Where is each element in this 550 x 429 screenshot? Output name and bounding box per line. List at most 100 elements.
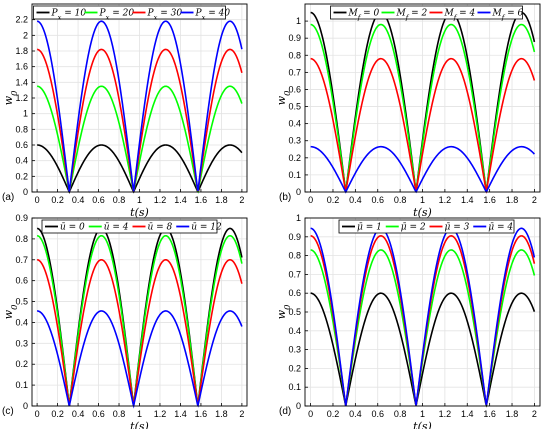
legend-box	[338, 219, 515, 234]
legend-box	[41, 219, 218, 234]
x-tick-label: 0.4	[349, 409, 362, 419]
x-tick-label: 0.2	[327, 195, 340, 205]
x-tick-label: 0.2	[51, 195, 64, 205]
x-tick-label: 2	[239, 195, 244, 205]
y-tick-label: 2	[23, 30, 28, 40]
panel-label: (c)	[2, 406, 14, 417]
x-tick-label: 0.4	[349, 195, 362, 205]
y-tick-label: 0	[296, 401, 301, 411]
y-tick-label: 0.8	[15, 234, 28, 244]
y-tick-label: 0.7	[288, 269, 301, 279]
y-tick-label: 0.7	[288, 67, 301, 77]
y-tick-label: 0.9	[288, 33, 301, 43]
y-tick-label: 1	[23, 109, 28, 119]
y-tick-label: 0.4	[288, 326, 301, 336]
x-tick-label: 1	[420, 409, 425, 419]
y-tick-label: 0.2	[15, 359, 28, 369]
axes-frame	[31, 3, 248, 193]
y-tick-label: 1.2	[15, 93, 28, 103]
legend: Px = 10 Px = 20 Px = 30 Px = 40	[33, 5, 231, 22]
panel-label: (b)	[279, 192, 291, 203]
series-line-1	[37, 144, 243, 194]
y-tick-label: 0.8	[288, 50, 301, 60]
y-tick-label: 0.4	[15, 156, 28, 166]
x-tick-label: 1.8	[215, 409, 228, 419]
legend: Mf = 0 Mf = 2 Mf = 4 Mf = 6	[330, 5, 523, 22]
y-tick-label: 0	[296, 187, 301, 197]
legend-entry: ū = 4	[104, 223, 129, 233]
legend-entry: μ̄ = 2	[401, 223, 426, 233]
y-tick-label: 0.6	[288, 84, 301, 94]
x-tick-label: 1.4	[461, 409, 474, 419]
y-tick-label: 0.4	[15, 317, 28, 327]
y-tick-label: 0.1	[15, 380, 28, 390]
y-tick-label: 1.6	[15, 62, 28, 72]
panel-label: (d)	[279, 406, 291, 417]
y-axis-label: w0	[275, 305, 292, 320]
legend-entry: μ̄ = 4	[488, 223, 513, 233]
y-tick-label: 0.1	[288, 382, 301, 392]
legend-entry: ū = 8	[148, 223, 173, 233]
y-tick-label: 0.8	[288, 251, 301, 261]
y-tick-label: 0.6	[288, 288, 301, 298]
x-tick-label: 0.6	[92, 195, 105, 205]
x-tick-label: 0.2	[51, 409, 64, 419]
panel-d: 0 0.2 0.4 0.6 0.8 1 1.2 1.4 1.6 1.8 2 0 0.1 0.2 0.3 0.4…	[275, 213, 541, 429]
legend-box	[33, 5, 226, 20]
y-tick-label: 0.9	[288, 232, 301, 242]
y-tick-label: 0.5	[15, 297, 28, 307]
x-axis-label: t(s)	[413, 206, 432, 219]
y-tick-label: 0.2	[15, 171, 28, 181]
y-tick-label: 0	[23, 401, 28, 411]
y-tick-label: 0.3	[288, 345, 301, 355]
x-tick-label: 2	[239, 409, 244, 419]
legend-entry: Px = 10	[51, 9, 87, 22]
legend-entry: ū = 12	[191, 223, 222, 233]
y-tick-label: 0.3	[15, 338, 28, 348]
y-axis-label: w0	[2, 305, 19, 320]
x-tick-label: 1.4	[174, 195, 187, 205]
x-tick-label: 2	[532, 409, 537, 419]
series-line-4	[37, 310, 243, 409]
panel-label: (a)	[2, 192, 14, 203]
panel-a: 0 0.2 0.4 0.6 0.8 1 1.2 1.4 1.6 1.8 2 0 0.2 0.4 0.6 0.8…	[2, 3, 248, 219]
y-tick-label: 0.8	[15, 124, 28, 134]
legend-entry: Px = 40	[195, 9, 231, 22]
legend: μ̄ = 1 μ̄ = 2 μ̄ = 3 μ̄ = 4	[338, 219, 515, 234]
y-tick-label: 1	[296, 213, 301, 223]
x-tick-label: 1	[137, 409, 142, 419]
y-tick-label: 0.5	[288, 102, 301, 112]
panel-c: 0 0.2 0.4 0.6 0.8 1 1.2 1.4 1.6 1.8 2 0 0.1 0.2 0.3 0.4…	[2, 213, 248, 429]
legend-entry: μ̄ = 3	[445, 223, 470, 233]
x-tick-label: 0.6	[371, 195, 384, 205]
x-tick-label: 1.4	[174, 409, 187, 419]
x-tick-label: 1.8	[215, 195, 228, 205]
series-line-3	[37, 258, 243, 406]
y-tick-label: 0.9	[15, 213, 28, 223]
panel-b: 0 0.2 0.4 0.6 0.8 1 1.2 1.4 1.6 1.8 2 0 0.1 0.2 0.3 0.4…	[275, 3, 541, 219]
x-tick-label: 2	[532, 195, 537, 205]
y-tick-label: 1.8	[15, 46, 28, 56]
legend-entry: Mf = 2	[396, 9, 428, 22]
x-tick-label: 1.8	[506, 195, 519, 205]
x-tick-label: 0	[35, 195, 40, 205]
axes-frame	[304, 217, 541, 407]
series-line-4	[37, 20, 243, 192]
x-tick-label: 0	[35, 409, 40, 419]
y-axis-label: w0	[275, 91, 292, 106]
legend-box	[330, 5, 523, 20]
legend: ū = 0 ū = 4 ū = 8 ū = 12	[41, 219, 222, 234]
x-tick-label: 1.6	[195, 409, 208, 419]
y-axis-label: w0	[2, 91, 19, 106]
x-tick-label: 1.8	[506, 409, 519, 419]
x-tick-label: 0.8	[113, 195, 126, 205]
x-tick-label: 1	[420, 195, 425, 205]
x-tick-label: 0.4	[72, 409, 85, 419]
x-tick-label: 0.8	[394, 409, 407, 419]
x-tick-label: 1.6	[483, 195, 496, 205]
x-axis-label: t(s)	[130, 206, 149, 219]
x-tick-label: 1.6	[483, 409, 496, 419]
x-tick-label: 1.6	[195, 195, 208, 205]
y-tick-label: 0.2	[288, 363, 301, 373]
